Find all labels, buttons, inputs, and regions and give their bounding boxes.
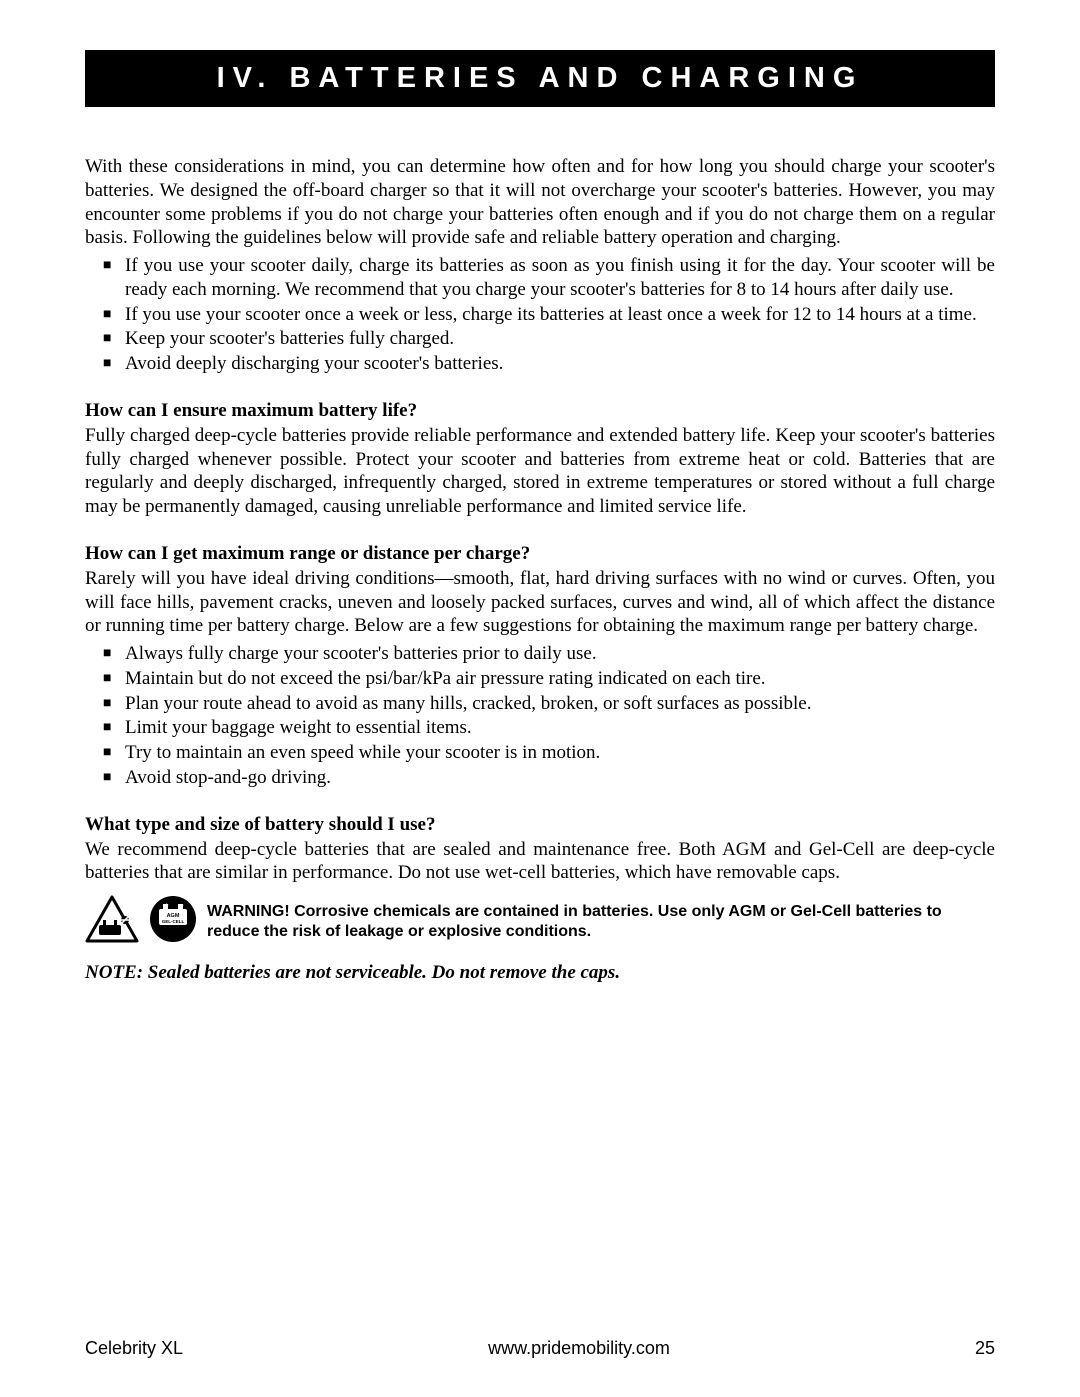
section1-heading: How can I ensure maximum battery life? — [85, 400, 995, 422]
warning-text: WARNING! Corrosive chemicals are contain… — [207, 902, 995, 942]
list-item: Plan your route ahead to avoid as many h… — [103, 692, 995, 716]
section2-text: Rarely will you have ideal driving condi… — [85, 567, 995, 638]
section2-heading: How can I get maximum range or distance … — [85, 543, 995, 565]
list-item: If you use your scooter once a week or l… — [103, 303, 995, 327]
section3-heading: What type and size of battery should I u… — [85, 814, 995, 836]
note-text: NOTE: Sealed batteries are not serviceab… — [85, 962, 995, 984]
footer-left: Celebrity XL — [85, 1338, 183, 1359]
footer-center: www.pridemobility.com — [488, 1338, 670, 1359]
page-footer: Celebrity XL www.pridemobility.com 25 — [85, 1338, 995, 1359]
section1-text: Fully charged deep-cycle batteries provi… — [85, 424, 995, 519]
warning-triangle-icon — [85, 895, 139, 948]
intro-bullet-list: If you use your scooter daily, charge it… — [85, 254, 995, 376]
battery-type-icon: + − AGM GEL-CELL — [149, 895, 197, 948]
intro-paragraph: With these considerations in mind, you c… — [85, 155, 995, 250]
svg-text:GEL-CELL: GEL-CELL — [162, 919, 185, 924]
list-item: Keep your scooter's batteries fully char… — [103, 327, 995, 351]
list-item: If you use your scooter daily, charge it… — [103, 254, 995, 302]
list-item: Limit your baggage weight to essential i… — [103, 716, 995, 740]
section3-text: We recommend deep-cycle batteries that a… — [85, 838, 995, 886]
footer-right: 25 — [975, 1338, 995, 1359]
list-item: Maintain but do not exceed the psi/bar/k… — [103, 667, 995, 691]
svg-text:−: − — [180, 903, 184, 909]
list-item: Try to maintain an even speed while your… — [103, 741, 995, 765]
list-item: Avoid deeply discharging your scooter's … — [103, 352, 995, 376]
warning-row: + − AGM GEL-CELL WARNING! Corrosive chem… — [85, 895, 995, 948]
section-header: IV. BATTERIES AND CHARGING — [85, 50, 995, 107]
list-item: Always fully charge your scooter's batte… — [103, 642, 995, 666]
list-item: Avoid stop-and-go driving. — [103, 766, 995, 790]
section2-bullet-list: Always fully charge your scooter's batte… — [85, 642, 995, 790]
svg-text:+: + — [165, 903, 169, 909]
